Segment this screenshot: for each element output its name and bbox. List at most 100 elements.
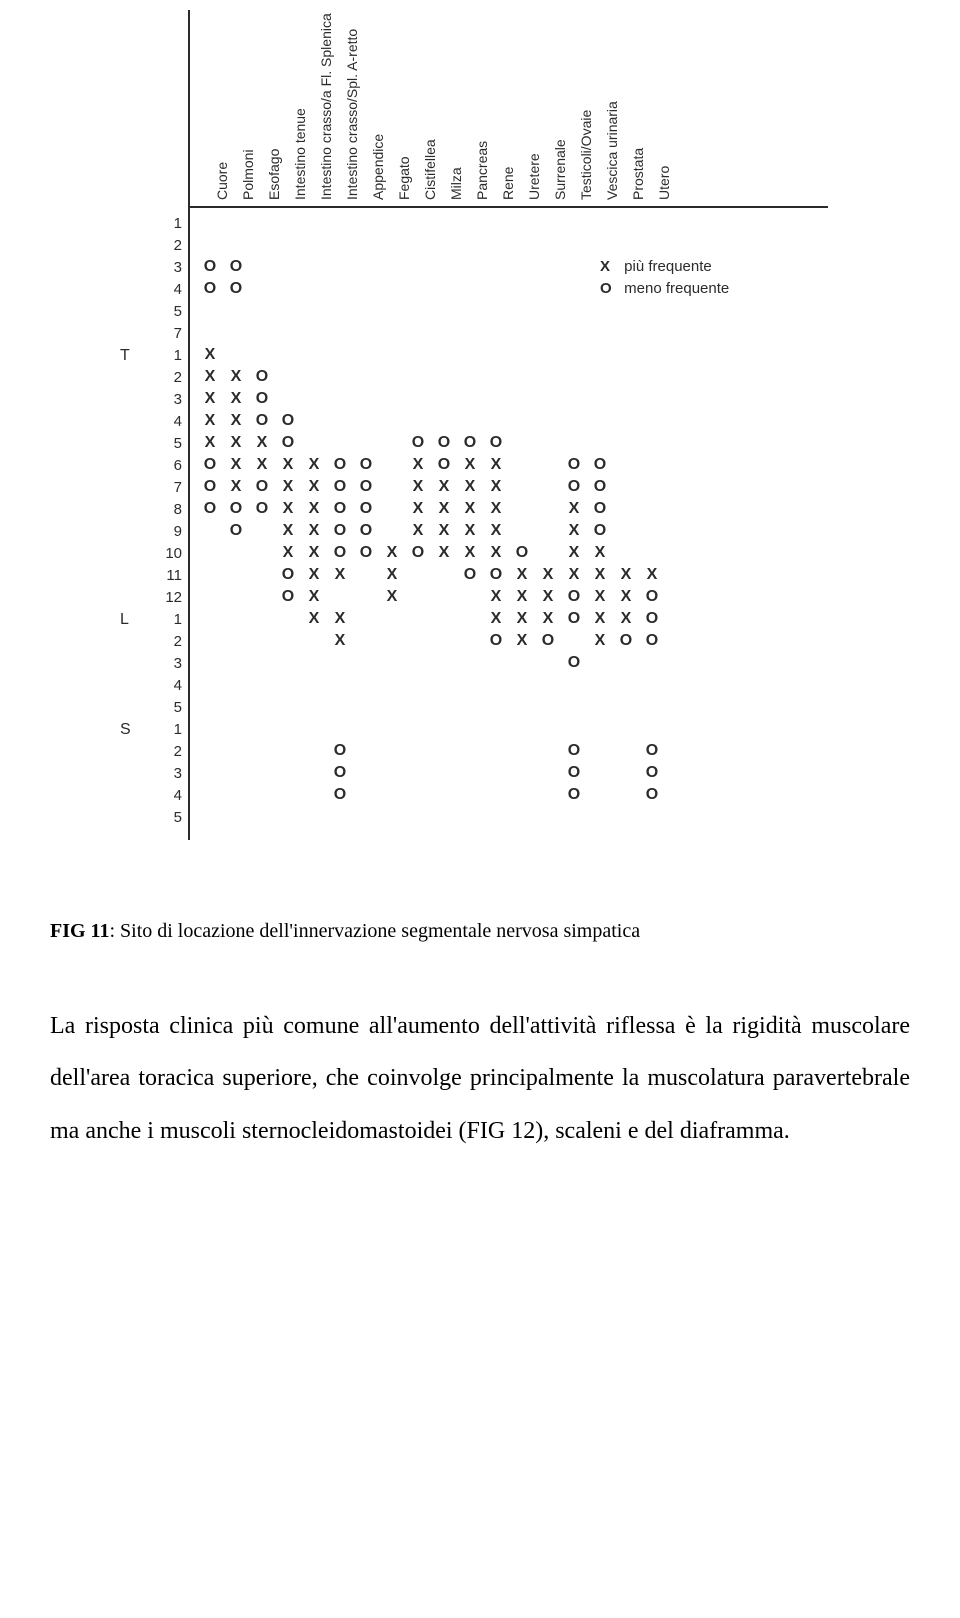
matrix-cell: O	[486, 567, 506, 583]
matrix-cell: O	[200, 479, 220, 495]
matrix-cell: O	[564, 611, 584, 627]
matrix-cell: X	[252, 435, 272, 451]
column-header: Appendice	[370, 134, 386, 200]
row-label: 2	[142, 633, 182, 650]
matrix-cell: X	[278, 457, 298, 473]
matrix-cell: O	[564, 457, 584, 473]
matrix-cell: O	[226, 281, 246, 297]
row-label: 3	[142, 259, 182, 276]
legend-less-frequent: O meno frequente	[600, 280, 729, 297]
matrix-cell: O	[460, 567, 480, 583]
matrix-cell: O	[330, 545, 350, 561]
matrix-cell: X	[304, 523, 324, 539]
matrix-cell: O	[200, 501, 220, 517]
matrix-cell: O	[226, 501, 246, 517]
matrix-cell: O	[538, 633, 558, 649]
row-label: 3	[142, 391, 182, 408]
figure-caption: FIG 11: Sito di locazione dell'innervazi…	[50, 910, 910, 950]
matrix-cell: O	[252, 501, 272, 517]
matrix-cell: X	[434, 501, 454, 517]
row-label: 11	[142, 567, 182, 584]
matrix-cell: O	[486, 633, 506, 649]
matrix-cell: O	[330, 743, 350, 759]
matrix-cell: O	[408, 545, 428, 561]
matrix-cell: O	[564, 765, 584, 781]
row-label: 2	[142, 743, 182, 760]
matrix-cell: O	[486, 435, 506, 451]
matrix-cell: O	[356, 457, 376, 473]
matrix-cell: X	[304, 589, 324, 605]
axis-horizontal	[188, 206, 828, 208]
matrix-cell: O	[330, 787, 350, 803]
row-label: 5	[142, 303, 182, 320]
matrix-cell: X	[382, 567, 402, 583]
section-label: T	[120, 347, 140, 365]
matrix-cell: X	[304, 501, 324, 517]
matrix-cell: X	[434, 545, 454, 561]
matrix-cell: X	[200, 347, 220, 363]
matrix-cell: X	[564, 567, 584, 583]
row-label: 2	[142, 237, 182, 254]
matrix-cell: O	[330, 501, 350, 517]
figure-title: : Sito di locazione dell'innervazione se…	[109, 920, 640, 942]
column-header: Intestino tenue	[292, 108, 308, 200]
matrix-cell: O	[252, 479, 272, 495]
figure-label: FIG 11	[50, 920, 109, 942]
matrix-cell: O	[278, 589, 298, 605]
matrix-cell: X	[616, 611, 636, 627]
row-label: 3	[142, 765, 182, 782]
matrix-cell: X	[226, 413, 246, 429]
matrix-cell: X	[460, 457, 480, 473]
matrix-cell: O	[564, 743, 584, 759]
matrix-cell: X	[512, 567, 532, 583]
column-header: Polmoni	[240, 149, 256, 200]
matrix-cell: O	[200, 281, 220, 297]
row-label: 9	[142, 523, 182, 540]
matrix-cell: X	[460, 545, 480, 561]
matrix-cell: X	[616, 567, 636, 583]
matrix-cell: X	[486, 479, 506, 495]
matrix-cell: X	[382, 545, 402, 561]
matrix-cell: X	[304, 545, 324, 561]
row-label: 8	[142, 501, 182, 518]
matrix-cell: O	[200, 259, 220, 275]
matrix-cell: O	[564, 479, 584, 495]
column-header: Uretere	[526, 153, 542, 200]
column-header: Prostata	[630, 148, 646, 200]
matrix-cell: X	[538, 611, 558, 627]
matrix-cell: X	[330, 611, 350, 627]
row-label: 5	[142, 809, 182, 826]
matrix-cell: X	[590, 611, 610, 627]
matrix-cell: O	[356, 545, 376, 561]
column-header: Cuore	[214, 162, 230, 200]
matrix-cell: O	[226, 259, 246, 275]
matrix-cell: O	[330, 523, 350, 539]
matrix-cell: O	[564, 787, 584, 803]
matrix-cell: O	[460, 435, 480, 451]
matrix-cell: X	[564, 545, 584, 561]
matrix-cell: X	[200, 391, 220, 407]
matrix-cell: X	[382, 589, 402, 605]
matrix-cell: X	[408, 479, 428, 495]
matrix-cell: X	[200, 413, 220, 429]
matrix-cell: X	[616, 589, 636, 605]
matrix-cell: X	[460, 523, 480, 539]
row-label: 2	[142, 369, 182, 386]
matrix-cell: O	[278, 413, 298, 429]
matrix-cell: O	[252, 413, 272, 429]
column-header: Cistifellea	[422, 139, 438, 200]
row-label: 6	[142, 457, 182, 474]
matrix-cell: O	[642, 743, 662, 759]
matrix-cell: O	[590, 479, 610, 495]
matrix-cell: O	[642, 633, 662, 649]
row-label: 10	[142, 545, 182, 562]
matrix-cell: X	[434, 479, 454, 495]
column-header: Esofago	[266, 149, 282, 200]
matrix-cell: X	[278, 501, 298, 517]
matrix-cell: O	[434, 457, 454, 473]
section-label: S	[120, 721, 140, 739]
matrix-cell: X	[252, 457, 272, 473]
matrix-cell: X	[486, 545, 506, 561]
matrix-cell: X	[226, 391, 246, 407]
axis-vertical	[188, 10, 190, 840]
